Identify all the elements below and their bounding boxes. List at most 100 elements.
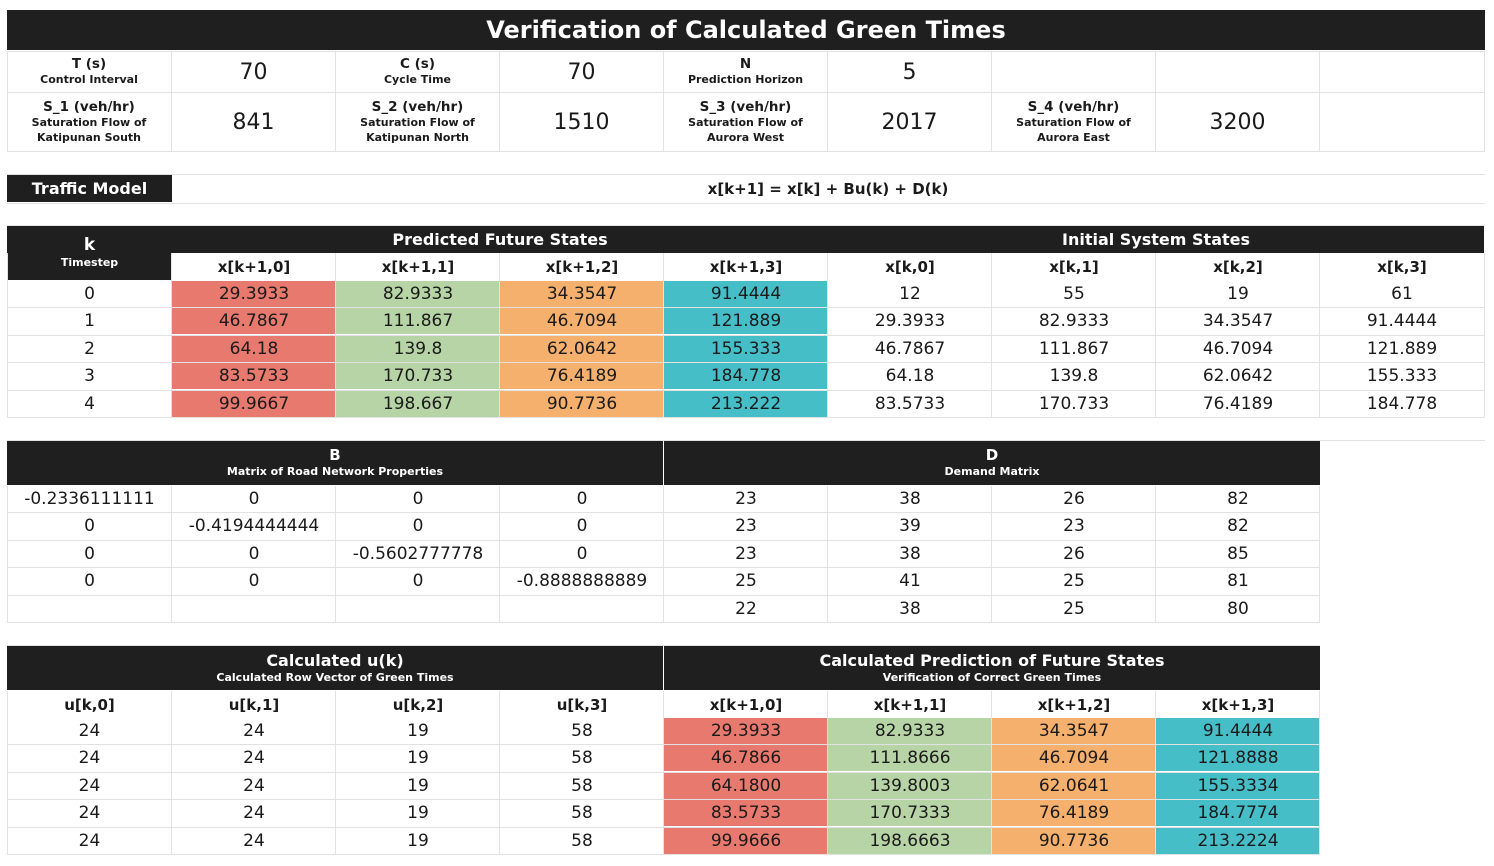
- param-c-value: 70: [567, 59, 596, 85]
- b-matrix-cell: 0: [84, 544, 95, 564]
- param-n-desc: Prediction Horizon: [687, 73, 804, 87]
- b-matrix-cell: 0: [412, 489, 424, 509]
- timestep-cell: 0: [84, 284, 95, 304]
- calc-pred-cell: 170.7333: [828, 800, 992, 826]
- calc-pred-cell: 99.9666: [664, 828, 828, 854]
- d-matrix-title: D: [985, 446, 999, 465]
- gridline: [1319, 51, 1320, 151]
- u-cell: 24: [78, 776, 101, 796]
- gridline: [663, 486, 664, 622]
- gridline: [335, 691, 336, 855]
- b-matrix-cell: 0: [576, 544, 588, 564]
- predicted-state-cell: 198.667: [336, 391, 500, 417]
- predicted-states-header: Predicted Future States: [172, 226, 828, 253]
- calc-pred-cell: 76.4189: [992, 800, 1156, 826]
- pred-col-header-0: x[k+1,0]: [217, 257, 291, 276]
- timestep-cell: 1: [84, 311, 95, 331]
- traffic-model-label: Traffic Model: [7, 175, 172, 202]
- calc-pred-cell: 34.3547: [992, 718, 1156, 744]
- initial-state-cell: 46.7867: [874, 339, 946, 359]
- gridline: [7, 203, 1485, 204]
- param-n-name: N: [739, 56, 752, 73]
- calc-pred-cell: 62.0641: [992, 773, 1156, 799]
- u-cell: 19: [407, 831, 429, 851]
- pred-col-header-3: x[k+1,3]: [709, 257, 783, 276]
- calc-pred-cell: 184.7774: [1156, 800, 1320, 826]
- param-s1-desc: Saturation Flow of Katipunan South: [31, 115, 147, 144]
- calc-pred-cell: 90.7736: [992, 828, 1156, 854]
- u-cell: 19: [407, 803, 429, 823]
- initial-state-cell: 64.18: [885, 366, 935, 386]
- u-sub: Calculated Row Vector of Green Times: [216, 670, 454, 684]
- param-s2-desc: Saturation Flow of Katipunan North: [360, 115, 475, 144]
- gridline: [7, 622, 1320, 623]
- param-c-name: C (s): [400, 56, 435, 73]
- d-matrix-cell: 41: [899, 571, 921, 591]
- param-s4-label: S_4 (veh/hr) Saturation Flow of Aurora E…: [992, 93, 1155, 151]
- initial-state-cell: 170.733: [1038, 394, 1110, 414]
- calc-pred-cell: 46.7094: [992, 745, 1156, 771]
- calc-pred-cell: 213.2224: [1156, 828, 1320, 854]
- d-matrix-cell: 38: [899, 489, 921, 509]
- u-cell: 24: [243, 721, 265, 741]
- gridline: [991, 253, 992, 418]
- param-s4-desc: Saturation Flow of Aurora East: [1016, 115, 1131, 144]
- param-s3-desc: Saturation Flow of Aurora West: [688, 115, 803, 144]
- gridline: [499, 253, 500, 418]
- predicted-state-cell: 82.9333: [336, 281, 500, 307]
- gridline: [7, 225, 1485, 226]
- calc-pred-cell: 83.5733: [664, 800, 828, 826]
- timestep-header-sub: Timestep: [60, 256, 119, 270]
- param-t-value: 70: [239, 59, 268, 85]
- initial-state-cell: 76.4189: [1202, 394, 1274, 414]
- pred-col-header-2: x[k+1,2]: [545, 257, 619, 276]
- d-matrix-cell: 23: [735, 516, 757, 536]
- initial-state-cell: 62.0642: [1202, 366, 1274, 386]
- calc-pred-cell: 121.8888: [1156, 745, 1320, 771]
- b-matrix-cell: [172, 596, 336, 622]
- param-s4-name: S_4 (veh/hr): [1027, 98, 1120, 115]
- results-col-header-6: x[k+1,2]: [1037, 695, 1111, 714]
- u-header: Calculated u(k) Calculated Row Vector of…: [7, 646, 663, 690]
- param-s1-label: S_1 (veh/hr) Saturation Flow of Katipuna…: [7, 93, 171, 151]
- b-matrix-cell: [7, 596, 172, 622]
- gridline: [335, 253, 336, 418]
- u-cell: 24: [78, 803, 101, 823]
- param-t-name: T (s): [71, 56, 107, 73]
- gridline: [663, 51, 664, 151]
- calc-pred-cell: 111.8666: [828, 745, 992, 771]
- initial-state-cell: 111.867: [1038, 339, 1110, 359]
- gridline: [827, 486, 828, 622]
- gridline: [7, 362, 1485, 363]
- page-title: Verification of Calculated Green Times: [7, 10, 1485, 50]
- d-matrix-cell: 38: [899, 599, 921, 619]
- initial-state-cell: 29.3933: [874, 311, 946, 331]
- initial-state-cell: 19: [1227, 284, 1249, 304]
- timestep-cell: 4: [84, 394, 95, 414]
- initial-state-cell: 55: [1063, 284, 1085, 304]
- gridline: [663, 253, 664, 418]
- b-matrix-cell: 0: [84, 571, 95, 591]
- gridline: [1155, 51, 1156, 151]
- gridline: [171, 253, 172, 418]
- param-t-label: T (s) Control Interval: [7, 52, 171, 92]
- d-matrix-cell: 85: [1227, 544, 1249, 564]
- results-col-header-3: u[k,3]: [556, 695, 608, 714]
- u-title: Calculated u(k): [266, 650, 404, 670]
- b-matrix-cell: 0: [84, 516, 95, 536]
- u-cell: 58: [571, 748, 593, 768]
- param-s2-value: 1510: [553, 109, 610, 135]
- d-matrix-cell: 81: [1227, 571, 1249, 591]
- gridline: [991, 51, 992, 151]
- predicted-state-cell: 46.7867: [172, 308, 336, 334]
- gridline: [1319, 253, 1320, 418]
- initial-state-cell: 46.7094: [1202, 339, 1274, 359]
- u-cell: 24: [243, 776, 265, 796]
- param-c-label: C (s) Cycle Time: [336, 52, 499, 92]
- u-cell: 24: [78, 831, 101, 851]
- param-s4-value: 3200: [1209, 109, 1266, 135]
- d-matrix-cell: 26: [1063, 489, 1085, 509]
- gridline: [7, 92, 1485, 93]
- calc-pred-cell: 91.4444: [1156, 718, 1320, 744]
- gridline: [7, 440, 1485, 441]
